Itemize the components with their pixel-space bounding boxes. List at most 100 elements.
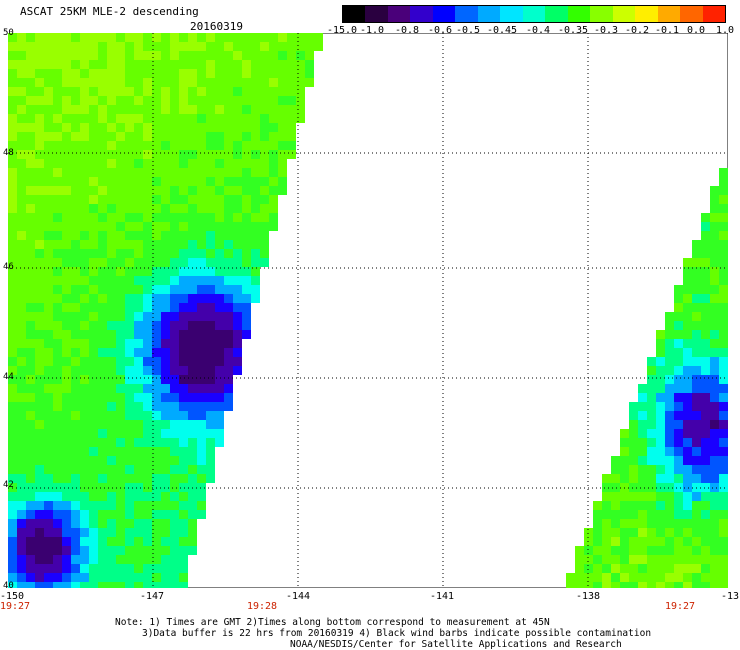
- swath-cell: [161, 474, 170, 483]
- swath-cell: [161, 87, 170, 96]
- swath-cell: [125, 384, 134, 393]
- swath-cell: [260, 204, 269, 213]
- swath-cell: [26, 60, 35, 69]
- swath-cell: [593, 582, 602, 588]
- swath-cell: [224, 186, 233, 195]
- swath-cell: [710, 222, 719, 231]
- swath-cell: [197, 150, 206, 159]
- swath-cell: [8, 348, 17, 357]
- swath-cell: [692, 348, 701, 357]
- swath-cell: [224, 258, 233, 267]
- swath-cell: [251, 78, 260, 87]
- swath-cell: [26, 564, 35, 573]
- swath-cell: [656, 330, 665, 339]
- swath-cell: [152, 33, 161, 42]
- swath-cell: [224, 177, 233, 186]
- swath-cell: [62, 321, 71, 330]
- swath-cell: [161, 204, 170, 213]
- swath-cell: [215, 249, 224, 258]
- swath-cell: [710, 501, 719, 510]
- swath-cell: [26, 87, 35, 96]
- swath-cell: [143, 276, 152, 285]
- swath-cell: [179, 384, 188, 393]
- swath-cell: [179, 357, 188, 366]
- swath-cell: [80, 60, 89, 69]
- swath-cell: [179, 420, 188, 429]
- swath-cell: [80, 267, 89, 276]
- swath-cell: [44, 555, 53, 564]
- swath-cell: [98, 537, 107, 546]
- swath-cell: [71, 87, 80, 96]
- swath-cell: [701, 528, 710, 537]
- swath-cell: [656, 402, 665, 411]
- swath-cell: [80, 177, 89, 186]
- swath-cell: [701, 456, 710, 465]
- swath-cell: [80, 141, 89, 150]
- swath-cell: [62, 375, 71, 384]
- swath-cell: [44, 285, 53, 294]
- swath-cell: [53, 285, 62, 294]
- swath-cell: [116, 357, 125, 366]
- swath-cell: [710, 339, 719, 348]
- swath-cell: [44, 276, 53, 285]
- swath-cell: [53, 546, 62, 555]
- swath-cell: [215, 141, 224, 150]
- swath-cell: [593, 510, 602, 519]
- swath-cell: [134, 285, 143, 294]
- swath-cell: [701, 501, 710, 510]
- swath-cell: [152, 177, 161, 186]
- swath-cell: [296, 96, 305, 105]
- swath-cell: [638, 402, 647, 411]
- swath-cell: [242, 321, 251, 330]
- product-date: 20160319: [190, 20, 243, 33]
- swath-cell: [89, 285, 98, 294]
- swath-cell: [719, 519, 728, 528]
- swath-cell: [287, 123, 296, 132]
- swath-cell: [251, 60, 260, 69]
- swath-cell: [116, 114, 125, 123]
- swath-cell: [107, 348, 116, 357]
- swath-cell: [17, 114, 26, 123]
- swath-cell: [188, 132, 197, 141]
- swath-cell: [44, 60, 53, 69]
- swath-cell: [206, 150, 215, 159]
- swath-cell: [107, 321, 116, 330]
- swath-cell: [719, 303, 728, 312]
- swath-cell: [188, 330, 197, 339]
- swath-cell: [26, 123, 35, 132]
- swath-cell: [656, 492, 665, 501]
- swath-cell: [152, 564, 161, 573]
- swath-cell: [179, 501, 188, 510]
- swath-cell: [125, 528, 134, 537]
- swath-cell: [26, 231, 35, 240]
- swath-cell: [143, 348, 152, 357]
- swath-cell: [89, 501, 98, 510]
- swath-cell: [188, 33, 197, 42]
- swath-cell: [188, 465, 197, 474]
- swath-cell: [8, 204, 17, 213]
- swath-cell: [89, 402, 98, 411]
- swath-cell: [233, 312, 242, 321]
- swath-cell: [170, 132, 179, 141]
- swath-cell: [35, 60, 44, 69]
- swath-cell: [80, 168, 89, 177]
- swath-cell: [161, 42, 170, 51]
- swath-cell: [89, 42, 98, 51]
- swath-cell: [179, 546, 188, 555]
- swath-cell: [116, 510, 125, 519]
- swath-cell: [152, 429, 161, 438]
- swath-cell: [161, 258, 170, 267]
- swath-cell: [17, 429, 26, 438]
- swath-cell: [53, 177, 62, 186]
- swath-cell: [152, 339, 161, 348]
- swath-cell: [170, 186, 179, 195]
- color-scale-bar: [342, 5, 726, 23]
- swath-cell: [161, 150, 170, 159]
- swath-cell: [233, 60, 242, 69]
- swath-cell: [179, 330, 188, 339]
- swath-cell: [206, 465, 215, 474]
- swath-cell: [98, 384, 107, 393]
- swath-cell: [161, 96, 170, 105]
- swath-cell: [206, 213, 215, 222]
- swath-cell: [215, 168, 224, 177]
